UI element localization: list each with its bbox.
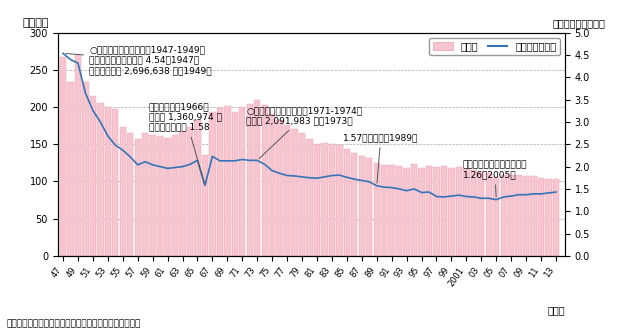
Bar — [530, 176, 537, 256]
Bar — [493, 177, 499, 256]
Bar — [97, 103, 103, 256]
Text: ひのえうま（1966）
出生数 1,360,974 人
合計特殊出生率 1.58: ひのえうま（1966） 出生数 1,360,974 人 合計特殊出生率 1.58 — [149, 102, 221, 183]
Bar — [321, 143, 327, 256]
Bar — [351, 153, 358, 256]
Bar — [67, 82, 74, 256]
Bar — [291, 129, 298, 256]
Bar — [441, 166, 447, 256]
Text: 戦後最低の合計特殊出生率
1.26（2005）: 戦後最低の合計特殊出生率 1.26（2005） — [463, 160, 527, 197]
Bar — [82, 82, 89, 256]
Bar — [254, 100, 261, 256]
Text: （万人）: （万人） — [22, 18, 49, 28]
Bar — [553, 179, 559, 256]
Bar — [411, 164, 417, 256]
Bar — [359, 156, 365, 256]
Bar — [261, 105, 268, 256]
Bar — [433, 167, 440, 256]
Bar — [314, 144, 320, 256]
Bar — [508, 175, 514, 256]
Bar — [306, 139, 313, 256]
Bar — [209, 112, 216, 256]
Bar — [516, 175, 522, 256]
Bar — [112, 109, 119, 256]
Bar — [277, 120, 282, 256]
Bar — [179, 133, 186, 256]
Bar — [456, 167, 462, 256]
Bar — [448, 168, 455, 256]
Bar — [329, 144, 335, 256]
Bar — [187, 127, 193, 256]
Bar — [195, 120, 201, 256]
Bar — [157, 136, 163, 256]
Bar — [403, 168, 410, 256]
Bar — [343, 149, 350, 256]
Bar — [232, 112, 238, 256]
Bar — [478, 172, 485, 256]
Legend: 出生数, 合計特殊出生率: 出生数, 合計特殊出生率 — [429, 38, 560, 55]
Bar — [538, 178, 544, 256]
Bar — [388, 165, 395, 256]
Bar — [172, 135, 178, 256]
Bar — [217, 108, 223, 256]
Bar — [471, 170, 477, 256]
Bar — [142, 133, 148, 256]
Bar — [366, 158, 372, 256]
Bar — [239, 107, 245, 256]
Bar — [485, 174, 492, 256]
Bar — [523, 176, 529, 256]
Bar — [90, 96, 96, 256]
Bar — [284, 125, 290, 256]
Bar — [396, 167, 403, 256]
Bar — [224, 106, 230, 256]
Text: （年）: （年） — [548, 305, 565, 315]
Text: ○第１次ベビーブーム（1947-1949）
最高の合計特殊出生率 4.54（1947）
最高の出生数 2,696,638 人（1949）: ○第１次ベビーブーム（1947-1949） 最高の合計特殊出生率 4.54（19… — [65, 45, 212, 75]
Bar — [202, 155, 208, 256]
Bar — [105, 107, 111, 256]
Bar — [74, 55, 81, 256]
Bar — [463, 169, 469, 256]
Bar — [426, 166, 432, 256]
Text: ○第２次ベビーブーム（1971-1974）
出生数 2,091,983 人（1973）: ○第２次ベビーブーム（1971-1974） 出生数 2,091,983 人（19… — [246, 106, 362, 158]
Bar — [119, 127, 126, 256]
Text: （合計特殊出生率）: （合計特殊出生率） — [553, 18, 605, 28]
Bar — [545, 179, 551, 256]
Bar — [381, 165, 387, 256]
Text: 1.57ショック（1989）: 1.57ショック（1989） — [343, 133, 419, 183]
Bar — [336, 145, 343, 256]
Bar — [419, 168, 425, 256]
Bar — [135, 139, 141, 256]
Bar — [247, 104, 253, 256]
Bar — [127, 133, 134, 256]
Bar — [60, 57, 66, 256]
Bar — [374, 163, 380, 256]
Bar — [269, 114, 275, 256]
Bar — [299, 133, 305, 256]
Text: 資料）厚生労働省「人口動態統計」より国土交通省作成: 資料）厚生労働省「人口動態統計」より国土交通省作成 — [6, 319, 141, 328]
Bar — [164, 138, 171, 256]
Bar — [150, 135, 156, 256]
Bar — [501, 174, 507, 256]
